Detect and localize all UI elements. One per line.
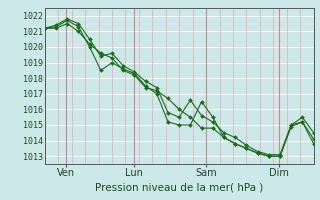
- X-axis label: Pression niveau de la mer( hPa ): Pression niveau de la mer( hPa ): [95, 182, 263, 192]
